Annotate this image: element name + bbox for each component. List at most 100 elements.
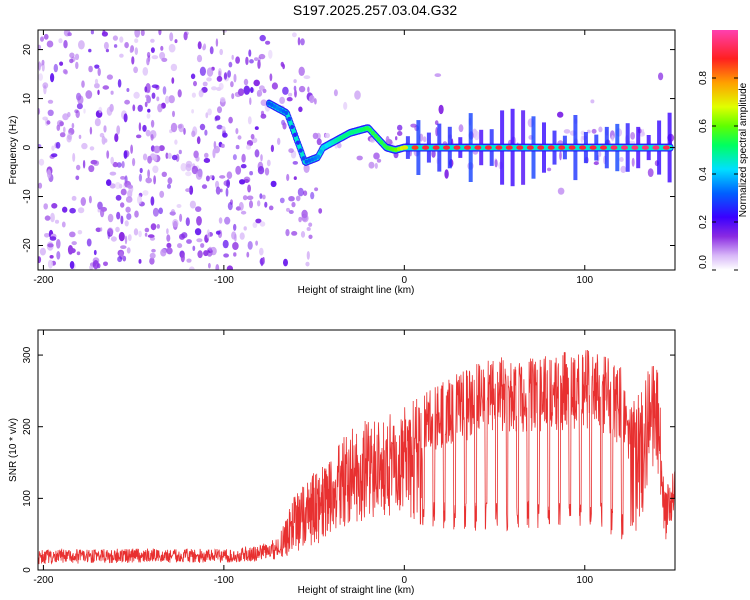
spectrogram-noise-cell — [61, 221, 66, 228]
spectrogram-noise-cell — [154, 153, 158, 162]
spectrogram-noise-cell — [423, 136, 427, 143]
spectrogram-noise-cell — [134, 47, 138, 55]
spectrogram-noise-cell — [298, 66, 305, 77]
spectrogram-noise-cell — [253, 79, 260, 87]
spectrogram-noise-cell — [254, 149, 260, 158]
spectrogram-noise-cell — [47, 109, 54, 117]
spectrogram-noise-cell — [247, 241, 253, 250]
spectrogram-noise-cell — [55, 141, 61, 149]
spectrogram-noise-cell — [46, 120, 51, 125]
spectrogram-noise-cell — [202, 45, 206, 51]
spectrogram-noise-cell — [219, 48, 223, 56]
spectrogram-noise-cell — [88, 65, 93, 73]
spectrogram-noise-cell — [250, 87, 254, 93]
spectrogram-noise-cell — [150, 47, 155, 53]
spectrogram-noise-cell — [260, 99, 267, 106]
spectrogram-noise-cell — [120, 202, 125, 208]
spectrogram-noise-cell — [291, 231, 298, 236]
spectrogram-noise-cell — [89, 265, 94, 270]
spectrogram-noise-cell — [223, 72, 228, 80]
colorbar-tick-label: 0.0 — [698, 255, 709, 269]
spectrogram-noise-cell — [66, 134, 72, 143]
spectrogram-noise-cell — [114, 133, 119, 143]
ridge-core — [516, 145, 524, 150]
spectrogram-noise-cell — [147, 234, 155, 238]
spectrogram-noise-cell — [563, 129, 571, 134]
y-tick-label: -10 — [22, 189, 33, 204]
spectrogram-noise-cell — [213, 141, 217, 149]
ridge-core — [526, 145, 534, 150]
ridge-core — [422, 145, 430, 150]
spectrogram-noise-cell — [249, 200, 253, 209]
spectrogram-noise-cell — [61, 206, 68, 213]
spectrogram-noise-cell — [208, 262, 211, 269]
spectrogram-noise-cell — [97, 201, 103, 210]
spectrogram-noise-cell — [185, 163, 192, 172]
spectrogram-noise-cell — [94, 78, 99, 85]
spectrogram-noise-cell — [333, 89, 338, 97]
spectrogram-noise-cell — [282, 122, 287, 130]
spectrogram-noise-cell — [354, 90, 361, 100]
spectrogram-noise-cell — [223, 253, 230, 258]
spectrogram-noise-cell — [126, 247, 131, 254]
ridge-core — [382, 143, 387, 148]
snr-x-label: Height of straight line (km) — [298, 585, 415, 596]
ridge-core — [558, 145, 566, 150]
spectrogram-noise-cell — [264, 201, 268, 208]
spectrogram-noise-cell — [237, 88, 245, 96]
ridge-core — [293, 132, 297, 137]
spectrogram-noise-cell — [51, 203, 58, 209]
spectrogram-noise-cell — [142, 124, 147, 132]
spectrogram-noise-cell — [94, 83, 100, 89]
spectrogram-noise-cell — [297, 37, 301, 46]
spectrogram-noise-cell — [265, 40, 271, 45]
spectrogram-noise-cell — [205, 175, 210, 182]
spectrogram-noise-cell — [222, 239, 229, 249]
ridge-core — [316, 154, 321, 159]
spectrogram-noise-cell — [197, 250, 203, 259]
spectrogram-noise-cell — [145, 129, 151, 137]
spectrogram-noise-cell — [235, 144, 240, 150]
spectrogram-noise-cell — [174, 139, 178, 145]
spectrogram-noise-cell — [138, 122, 142, 132]
spectrogram-noise-cell — [153, 175, 157, 185]
spectrogram-noise-cell — [77, 230, 83, 235]
spectrogram-noise-cell — [136, 134, 142, 139]
spectrogram-noise-cell — [620, 165, 627, 173]
spectrogram-noise-cell — [334, 144, 338, 149]
ridge-core — [652, 145, 660, 150]
spectrogram-noise-cell — [258, 53, 266, 60]
spectrogram-noise-cell — [219, 175, 226, 179]
spectrogram-noise-cell — [93, 160, 100, 166]
spectrogram-noise-cell — [473, 130, 480, 141]
spectrogram-noise-cell — [598, 151, 602, 157]
x-tick-label: 100 — [576, 575, 593, 586]
spectrogram-noise-cell — [277, 137, 281, 145]
spectrogram-noise-cell — [147, 108, 151, 113]
spectrogram-noise-cell — [117, 256, 123, 263]
spectrogram-noise-cell — [117, 79, 122, 88]
spectrogram-noise-cell — [76, 251, 81, 256]
spectrogram-noise-cell — [67, 111, 71, 118]
spectrogram-noise-cell — [53, 63, 58, 73]
spectrogram-noise-cell — [54, 219, 60, 224]
spectrogram-noise-cell — [142, 190, 149, 196]
snr-y-label: SNR (10 * v/v) — [8, 418, 19, 482]
x-tick-label: -100 — [214, 275, 234, 286]
spectrogram-noise-cell — [259, 34, 266, 42]
spectrogram-noise-cell — [157, 103, 163, 113]
spectrogram-noise-cell — [202, 81, 208, 87]
spectrogram-frame — [37, 29, 676, 271]
spectrogram-noise-cell — [593, 161, 599, 166]
spectrogram-noise-cell — [75, 61, 79, 70]
spectrogram-noise-cell — [56, 239, 61, 249]
spectrogram-noise-cell — [89, 146, 95, 151]
colorbar-tick-label: 0.8 — [698, 71, 709, 85]
spectrogram-noise-cell — [230, 81, 234, 88]
spectrogram-noise-cell — [494, 159, 498, 168]
spectrogram-noise-cell — [152, 207, 159, 217]
spectrogram-noise-cell — [56, 251, 61, 260]
spectrogram-noise-cell — [46, 169, 52, 179]
spectrogram-noise-cell — [303, 190, 308, 196]
spectrogram-noise-cell — [559, 150, 562, 161]
